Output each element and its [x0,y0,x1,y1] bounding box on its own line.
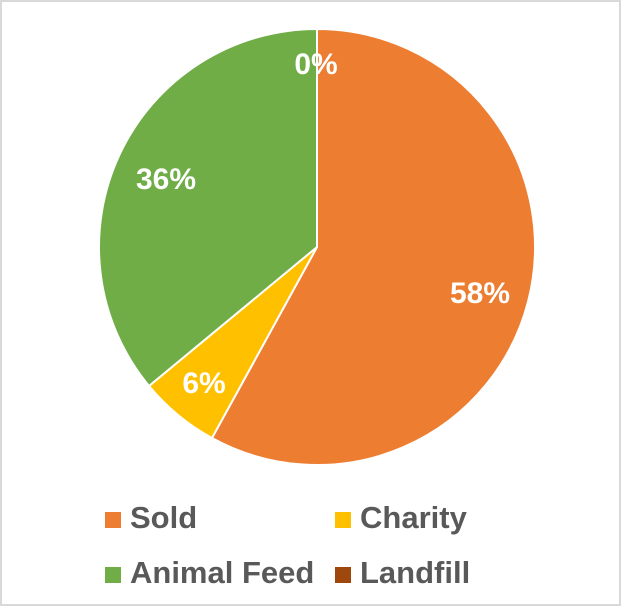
legend-item-animal-feed: Animal Feed [105,555,314,590]
legend: Sold Charity Animal Feed Landfill [105,500,470,590]
data-label-animal-feed: 36% [136,163,196,196]
legend-label-sold: Sold [130,500,197,535]
legend-item-sold: Sold [105,500,197,535]
legend-swatch-charity [335,512,351,528]
legend-item-charity: Charity [335,500,468,535]
data-label-sold: 58% [450,277,510,310]
legend-label-charity: Charity [360,500,468,535]
legend-swatch-sold [105,512,121,528]
pie-data-labels: 58% 6% 36% 0% [136,48,510,400]
legend-swatch-animal-feed [105,567,121,583]
pie-slice-sold [210,27,536,466]
legend-label-landfill: Landfill [360,555,470,590]
legend-item-landfill: Landfill [335,555,470,590]
pie-slices [98,27,536,466]
legend-swatch-landfill [335,567,351,583]
data-label-landfill: 0% [294,48,337,81]
legend-label-animal-feed: Animal Feed [130,555,314,590]
pie-slice-animal-feed [98,27,318,388]
data-label-charity: 6% [182,367,225,400]
